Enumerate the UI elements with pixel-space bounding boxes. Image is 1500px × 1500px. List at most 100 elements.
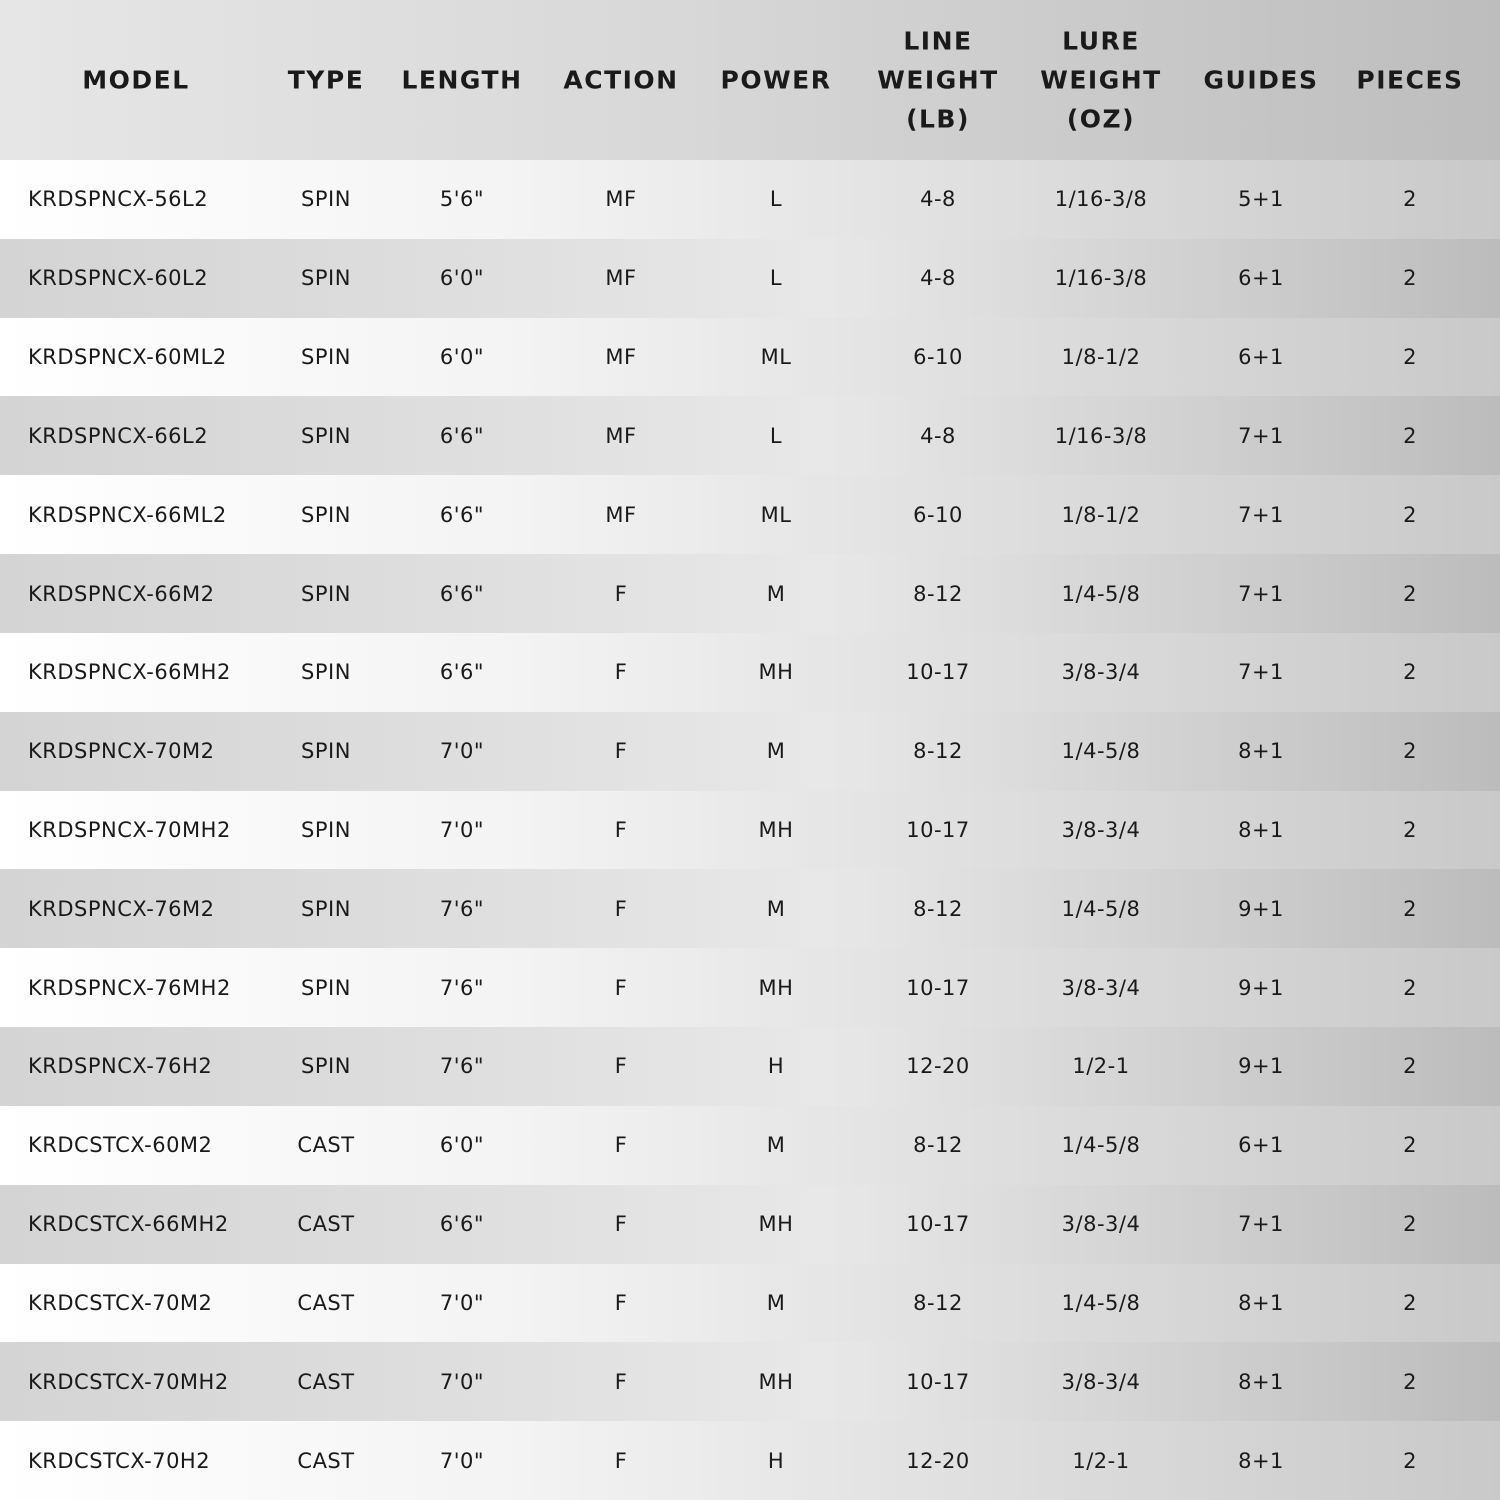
table-cell: KRDSPNCX-66M2: [28, 581, 215, 606]
table-cell: SPIN: [301, 660, 351, 685]
table-cell: SPIN: [301, 502, 351, 527]
table-cell: KRDCSTCX-70M2: [28, 1290, 213, 1315]
table-cell: 2: [1403, 423, 1417, 448]
table-cell: 8+1: [1238, 1369, 1284, 1394]
table-cell: 6'6": [439, 581, 485, 606]
table-cell: 3/8-3/4: [1061, 1369, 1141, 1394]
header-cell: POWER: [720, 65, 832, 95]
table-cell: KRDSPNCX-70MH2: [28, 817, 231, 842]
table-cell: KRDSPNCX-70M2: [28, 739, 215, 764]
table-cell: F: [614, 739, 628, 764]
table-cell: KRDCSTCX-60M2: [28, 1133, 213, 1158]
table-cell: 6+1: [1238, 1133, 1284, 1158]
table-cell: MH: [758, 1212, 794, 1237]
table-cell: 8-12: [913, 1290, 963, 1315]
table-cell: 5'6": [439, 187, 485, 212]
table-cell: 7'6": [439, 1054, 485, 1079]
table-cell: 2: [1403, 817, 1417, 842]
table-cell: MF: [605, 502, 637, 527]
table-cell: 3/8-3/4: [1061, 660, 1141, 685]
table-cell: 1/4-5/8: [1061, 896, 1141, 921]
table-cell: 2: [1403, 1369, 1417, 1394]
table-cell: 6'0": [439, 266, 485, 291]
table-row: KRDSPNCX-60ML2 SPIN 6'0" MF ML 6-10 1/8-1/2 6+1…: [0, 317, 1500, 397]
table-cell: CAST: [297, 1369, 355, 1394]
header-cell: LURE WEIGHT (OZ): [1040, 26, 1162, 134]
table-cell: 6'6": [439, 1212, 485, 1237]
table-cell: 1/4-5/8: [1061, 1133, 1141, 1158]
table-cell: 1/4-5/8: [1061, 581, 1141, 606]
table-cell: MH: [758, 817, 794, 842]
table-cell: KRDCSTCX-66MH2: [28, 1212, 229, 1237]
table-row: KRDSPNCX-70MH2 SPIN 7'0" F MH 10-17 3/8-3/4 8+1…: [0, 790, 1500, 870]
table-cell: 7'6": [439, 975, 485, 1000]
table-cell: KRDCSTCX-70MH2: [28, 1369, 229, 1394]
table-cell: CAST: [297, 1290, 355, 1315]
table-row: KRDSPNCX-76H2 SPIN 7'6" F H 12-20 1/2-1 9+1 2: [0, 1027, 1500, 1106]
table-cell: KRDSPNCX-60ML2: [28, 345, 227, 370]
table-cell: KRDSPNCX-76H2: [28, 1054, 213, 1079]
table-cell: CAST: [297, 1448, 355, 1473]
table-cell: 7'0": [439, 739, 485, 764]
table-cell: SPIN: [301, 187, 351, 212]
table-cell: 8-12: [913, 739, 963, 764]
table-cell: 8+1: [1238, 1448, 1284, 1473]
table-cell: 10-17: [906, 1369, 970, 1394]
header-cell: ACTION: [563, 65, 679, 95]
table-cell: MF: [605, 187, 637, 212]
table-cell: 2: [1403, 739, 1417, 764]
table-cell: L: [769, 266, 783, 291]
table-cell: KRDCSTCX-70H2: [28, 1448, 211, 1473]
table-cell: 9+1: [1238, 975, 1284, 1000]
table-cell: F: [614, 660, 628, 685]
table-cell: 2: [1403, 502, 1417, 527]
table-cell: F: [614, 1133, 628, 1158]
table-cell: 10-17: [906, 975, 970, 1000]
table-cell: 1/16-3/8: [1054, 266, 1148, 291]
table-cell: 7+1: [1238, 581, 1284, 606]
table-cell: 6'0": [439, 1133, 485, 1158]
table-cell: 8+1: [1238, 1290, 1284, 1315]
table-cell: KRDSPNCX-76M2: [28, 896, 215, 921]
table-cell: 1/8-1/2: [1061, 345, 1141, 370]
table-cell: F: [614, 817, 628, 842]
table-cell: 10-17: [906, 660, 970, 685]
table-cell: 4-8: [920, 187, 956, 212]
table-cell: M: [766, 1290, 786, 1315]
table-cell: 2: [1403, 660, 1417, 685]
header-cell: LINE WEIGHT (LB): [877, 26, 999, 134]
table-row: KRDSPNCX-66MH2 SPIN 6'6" F MH 10-17 3/8-3/4 7+1…: [0, 632, 1500, 712]
table-cell: 2: [1403, 896, 1417, 921]
table-cell: MF: [605, 266, 637, 291]
table-cell: 2: [1403, 1212, 1417, 1237]
table-cell: 1/4-5/8: [1061, 1290, 1141, 1315]
table-row: KRDSPNCX-66M2 SPIN 6'6" F M 8-12 1/4-5/8 7+1 2: [0, 554, 1500, 633]
table-cell: 12-20: [906, 1054, 970, 1079]
table-cell: ML: [760, 345, 792, 370]
table-cell: 6'0": [439, 345, 485, 370]
table-cell: SPIN: [301, 266, 351, 291]
header-cell: LENGTH: [401, 65, 523, 95]
table-cell: KRDSPNCX-66MH2: [28, 660, 231, 685]
table-cell: 6+1: [1238, 345, 1284, 370]
table-cell: 2: [1403, 266, 1417, 291]
table-cell: 1/16-3/8: [1054, 423, 1148, 448]
table-cell: 8-12: [913, 896, 963, 921]
table-cell: KRDSPNCX-60L2: [28, 266, 209, 291]
table-cell: 8-12: [913, 1133, 963, 1158]
table-cell: F: [614, 581, 628, 606]
table-cell: M: [766, 739, 786, 764]
table-row: KRDSPNCX-56L2 SPIN 5'6" MF L 4-8 1/16-3/8 5+1 2: [0, 160, 1500, 239]
table-cell: 6-10: [913, 345, 963, 370]
header-cell: PIECES: [1356, 65, 1464, 95]
table-cell: 6'6": [439, 423, 485, 448]
table-cell: 7'0": [439, 1448, 485, 1473]
table-cell: 7'6": [439, 896, 485, 921]
table-cell: 2: [1403, 1054, 1417, 1079]
table-cell: F: [614, 975, 628, 1000]
table-cell: 6'6": [439, 660, 485, 685]
table-cell: H: [767, 1054, 785, 1079]
table-cell: SPIN: [301, 739, 351, 764]
table-row: KRDSPNCX-70M2 SPIN 7'0" F M 8-12 1/4-5/8 8+1 2: [0, 711, 1500, 791]
table-cell: 7+1: [1238, 660, 1284, 685]
